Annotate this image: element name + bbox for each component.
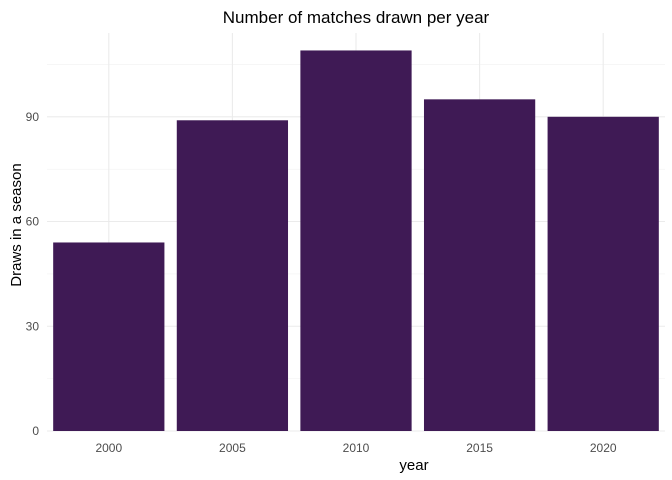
bar-2000 [53, 242, 165, 431]
x-tick-labels: 2000 2005 2010 2015 2020 [95, 441, 616, 455]
x-tick-label: 2015 [466, 441, 493, 455]
y-tick-label: 0 [32, 424, 39, 438]
chart-title: Number of matches drawn per year [223, 8, 490, 27]
y-tick-label: 30 [26, 319, 40, 333]
bar-2020 [547, 116, 659, 431]
y-tick-labels: 0 30 60 90 [26, 110, 40, 438]
bars [53, 50, 659, 431]
bar-2005 [176, 120, 289, 431]
bar-2015 [423, 99, 536, 431]
y-tick-label: 90 [26, 110, 40, 124]
x-axis-title: year [399, 457, 428, 474]
x-tick-label: 2020 [590, 441, 617, 455]
bar-2010 [300, 50, 412, 431]
x-tick-label: 2005 [219, 441, 246, 455]
x-tick-label: 2010 [343, 441, 370, 455]
x-tick-label: 2000 [95, 441, 122, 455]
y-tick-label: 60 [26, 215, 40, 229]
y-axis-title: Draws in a season [8, 163, 25, 286]
